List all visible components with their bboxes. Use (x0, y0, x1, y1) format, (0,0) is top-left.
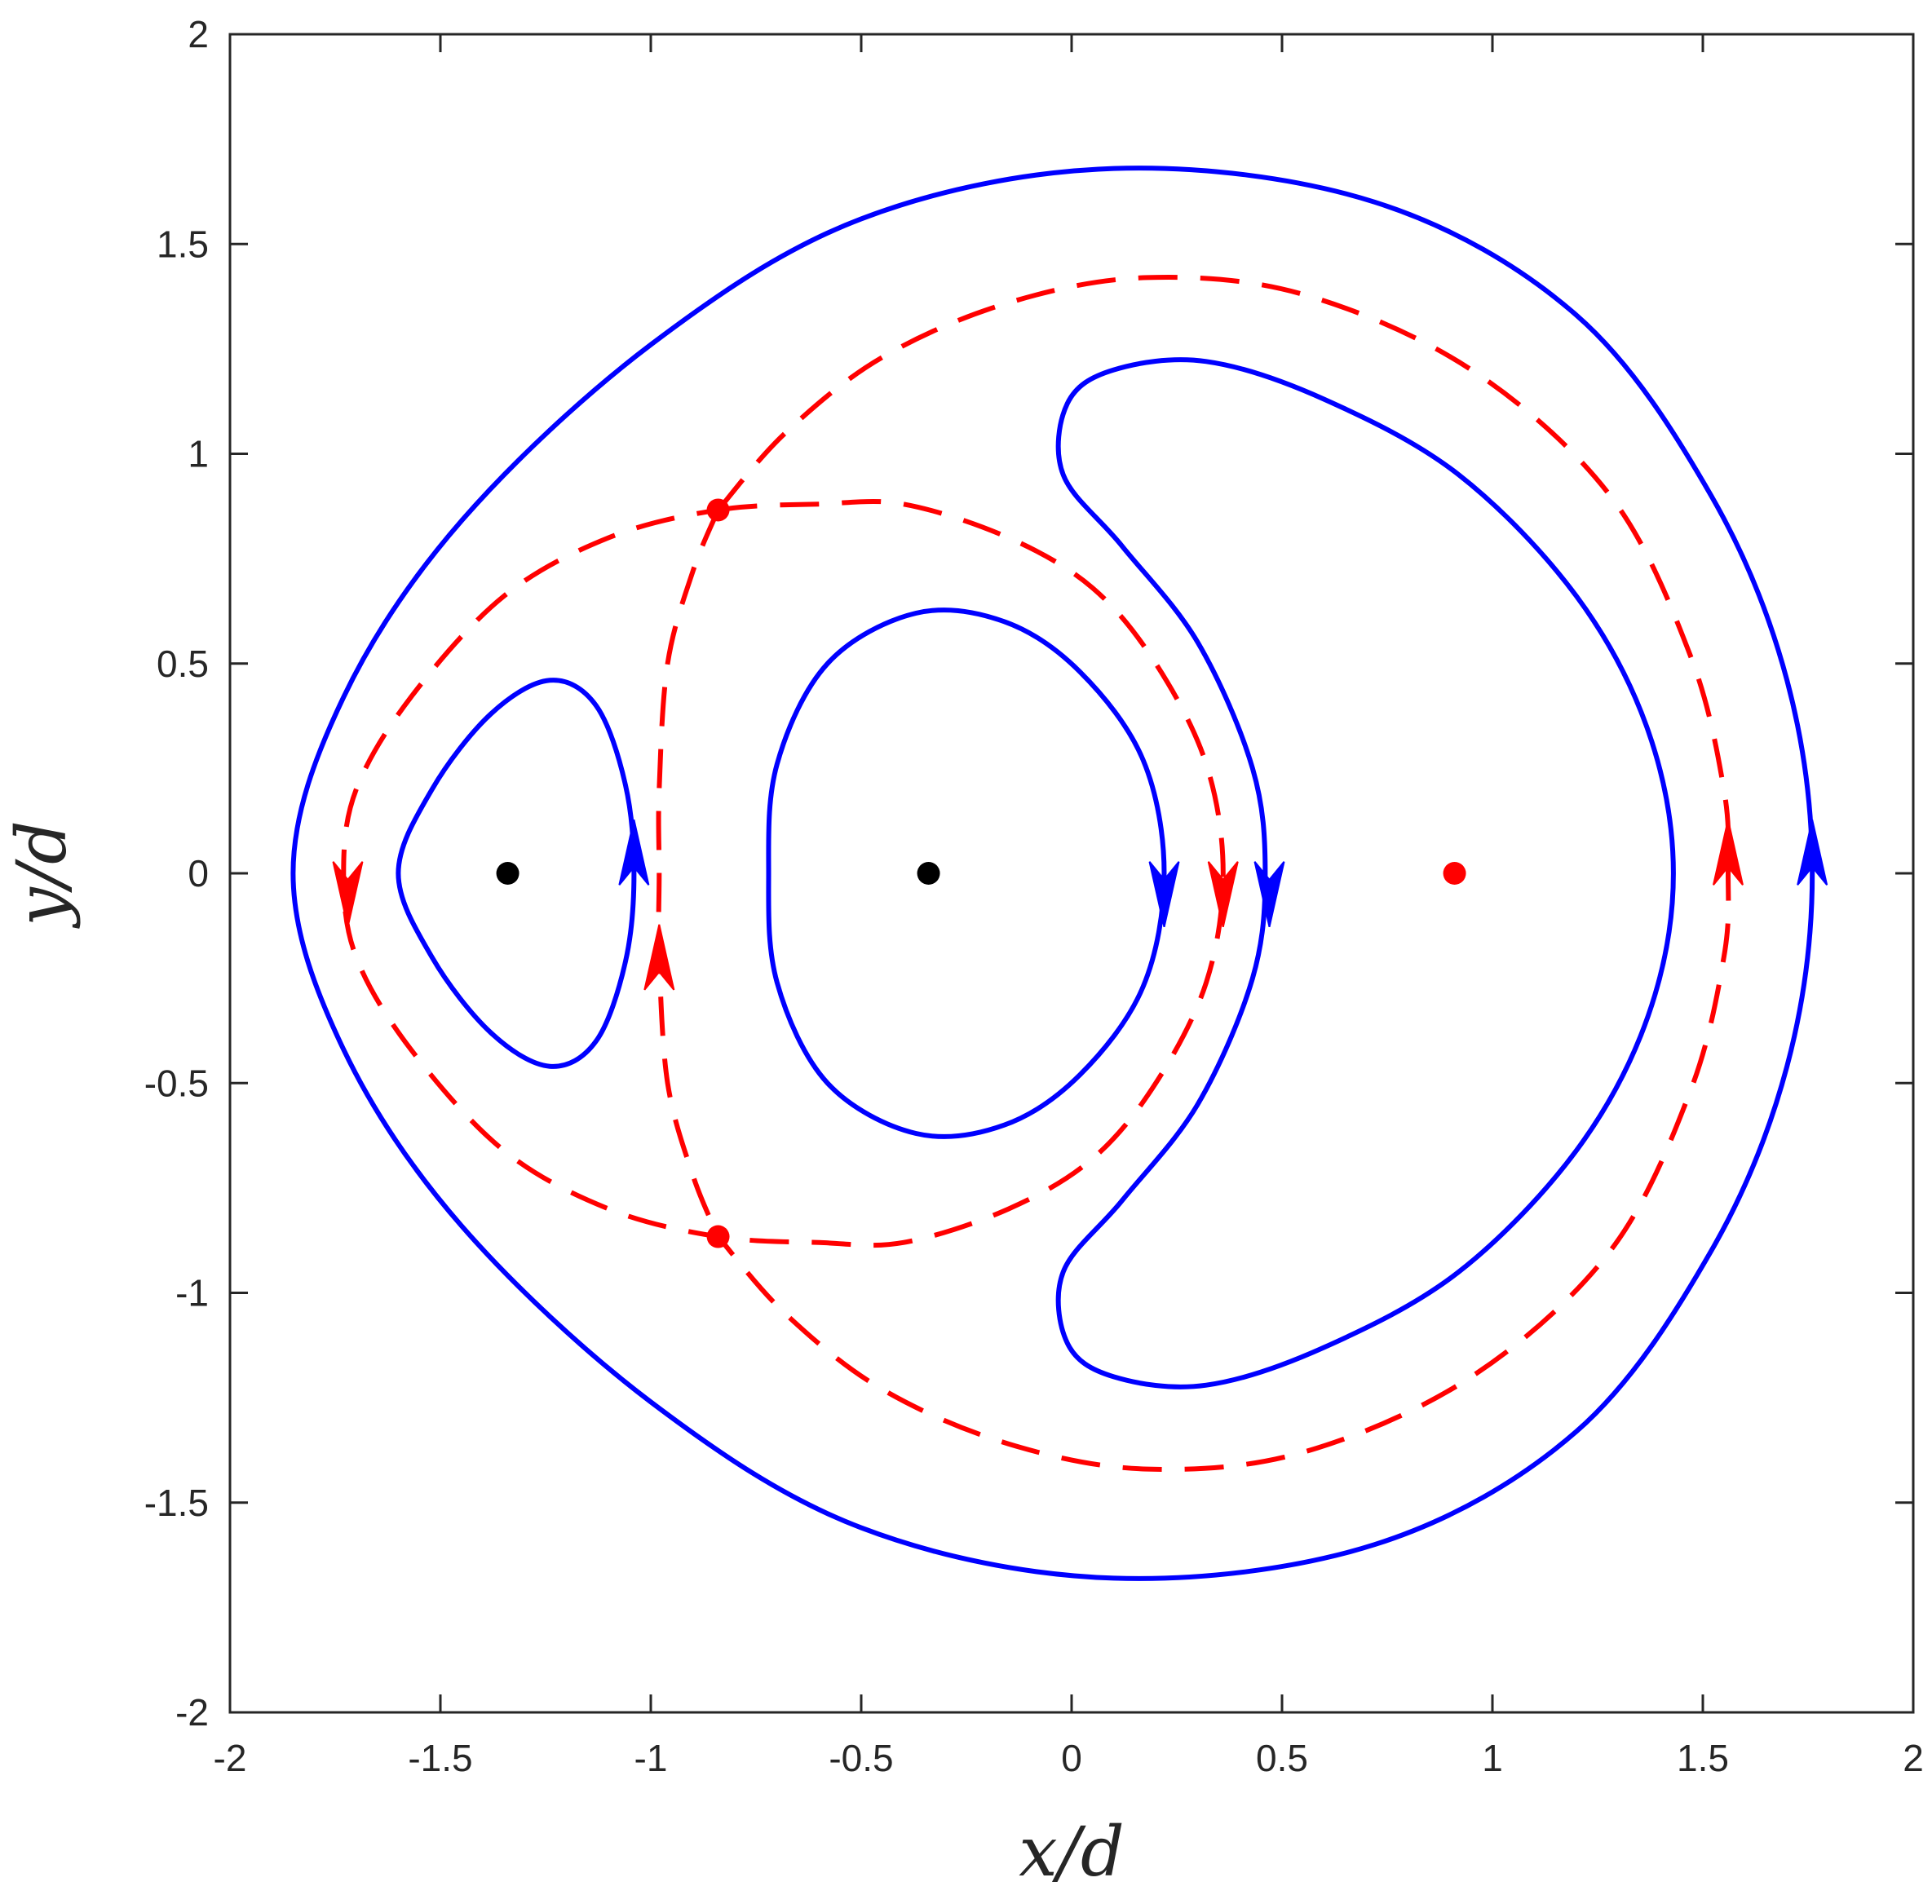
curve-solid-1 (396, 678, 637, 1069)
critical-point-3 (1443, 862, 1466, 885)
y-tick-label: 1 (188, 433, 209, 475)
curve-dashed-6 (656, 509, 721, 1238)
x-tick-label: -1.5 (408, 1737, 472, 1779)
x-axis-label: x/d (1019, 1812, 1124, 1892)
arrowhead-4-1 (1797, 819, 1828, 886)
y-tick-label: -1.5 (144, 1482, 209, 1524)
curve-dashed-7 (716, 275, 1731, 1472)
arrowhead-6-1 (643, 924, 675, 991)
y-tick-label: 2 (188, 13, 209, 55)
y-axis-label: y/d (2, 820, 82, 930)
vortex-point-2 (917, 862, 940, 885)
curve-solid-4 (290, 166, 1815, 1581)
y-tick-label: 0 (188, 852, 209, 895)
arrowhead-7-1 (1712, 819, 1744, 886)
x-tick-label: 0 (1061, 1737, 1082, 1779)
ticks-layer: -2 -1.5 -1 -0.5 0 0.5 1 1.5 2 -2 -1.5 -1 -0.5 0 0.5 1 1.… (144, 13, 1924, 1779)
y-tick-label: -0.5 (144, 1062, 209, 1104)
vortex-point-1 (496, 862, 519, 885)
y-tick-label: 0.5 (157, 643, 209, 685)
x-tick-label: -1 (634, 1737, 668, 1779)
y-tick-label: 1.5 (157, 223, 209, 265)
x-tick-label: -0.5 (829, 1737, 893, 1779)
x-tick-label: 1 (1482, 1737, 1503, 1779)
x-tick-label: 0.5 (1256, 1737, 1308, 1779)
critical-point-5 (706, 1225, 730, 1248)
curve-solid-2 (766, 607, 1167, 1139)
arrowhead-3-1 (1253, 861, 1285, 927)
arrowheads-layer (332, 819, 1828, 991)
critical-point-4 (706, 498, 730, 522)
y-tick-label: -1 (175, 1272, 209, 1314)
x-tick-label: 1.5 (1677, 1737, 1729, 1779)
curves-layer (290, 166, 1815, 1581)
arrowhead-1-1 (618, 819, 650, 886)
curve-solid-3 (1055, 357, 1676, 1389)
markers-layer (496, 498, 1466, 1248)
curve-dashed-5 (341, 498, 1226, 1248)
y-tick-label: -2 (175, 1691, 209, 1734)
x-tick-label: 2 (1903, 1737, 1924, 1779)
arrowhead-5-2 (332, 861, 364, 927)
arrowhead-2-1 (1148, 861, 1180, 927)
x-tick-label: -2 (214, 1737, 247, 1779)
arrowhead-5-1 (1207, 861, 1239, 927)
